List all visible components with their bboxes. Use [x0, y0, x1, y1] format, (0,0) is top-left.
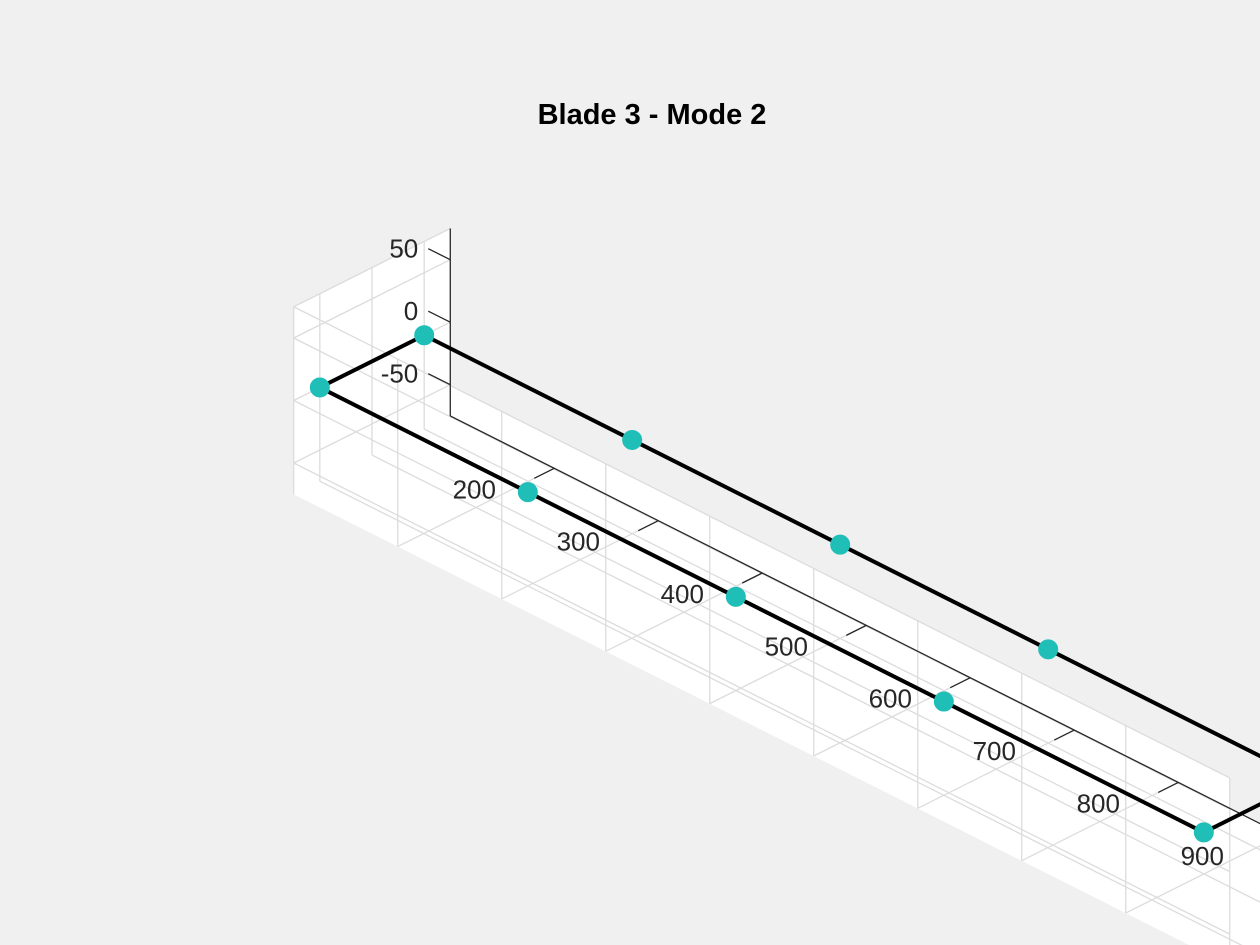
y-tick-label: 400 — [661, 579, 704, 609]
y-tick-label: 800 — [1077, 788, 1120, 818]
y-tick-label: 300 — [557, 527, 600, 557]
grid-line-z-side — [293, 384, 451, 464]
z-tick — [427, 310, 451, 323]
y-tick — [1157, 781, 1179, 793]
y-tick-label: 900 — [1181, 841, 1224, 871]
y-tick-label: 600 — [869, 684, 912, 714]
panel-edge — [293, 227, 451, 308]
grid-line-z-wall — [293, 399, 1231, 873]
y-tick — [637, 520, 659, 532]
data-point — [1038, 639, 1059, 660]
y-tick — [533, 467, 555, 479]
grid-line-x-floor — [319, 480, 1243, 945]
grid-line-z-wall — [293, 462, 1231, 935]
y-tick — [1053, 729, 1075, 741]
z-tick — [427, 248, 451, 261]
data-point — [517, 482, 538, 503]
y-tick — [949, 677, 971, 689]
chart-title: Blade 3 - Mode 2 — [538, 99, 767, 131]
data-point — [414, 325, 435, 346]
data-layer — [309, 325, 1260, 843]
grid-line-x-floor — [371, 454, 1260, 903]
data-point — [1193, 822, 1214, 843]
data-point — [725, 586, 746, 607]
y-tick-label: 700 — [973, 736, 1016, 766]
z-tick-label: 50 — [389, 234, 418, 264]
y-axis-line — [449, 415, 1260, 825]
y-tick — [741, 572, 763, 584]
z-tick — [427, 373, 451, 386]
grid-line-z-side — [293, 259, 451, 339]
axes-panel-1 — [293, 306, 1230, 945]
z-tick-label: 0 — [404, 296, 418, 326]
data-point — [309, 377, 330, 398]
y-tick — [845, 624, 867, 636]
grid-layer — [293, 227, 1260, 945]
z-tick-label: -50 — [381, 359, 419, 389]
data-point — [622, 429, 643, 450]
data-point — [933, 691, 954, 712]
y-tick-label: 200 — [453, 474, 496, 504]
data-point — [830, 534, 851, 555]
grid-line-x-floor — [423, 428, 1260, 851]
y-tick-label: 500 — [765, 631, 808, 661]
